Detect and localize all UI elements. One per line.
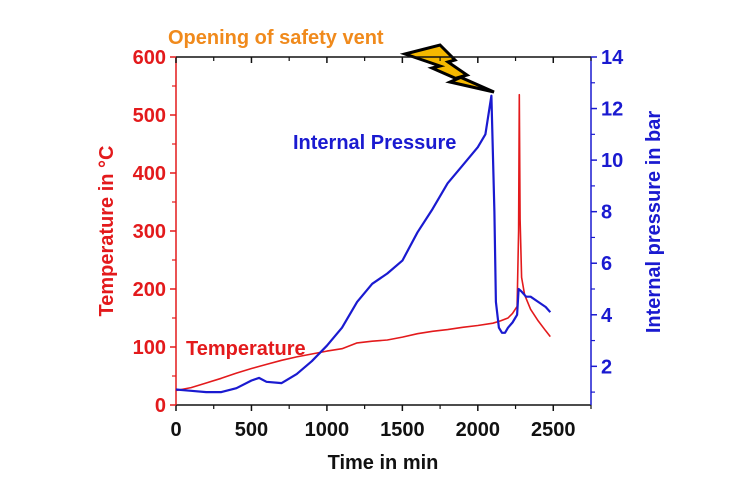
x-tick-label: 500 [235, 419, 268, 441]
y-left-tick-label: 200 [133, 279, 166, 301]
temperature-line [175, 93, 551, 392]
y-left-tick-label: 500 [133, 105, 166, 127]
series-layer [175, 93, 552, 394]
x-tick-label: 2500 [531, 419, 576, 441]
y-right-tick-label: 12 [601, 99, 623, 121]
annotation-text: Opening of safety vent [168, 27, 384, 49]
y-left-tick-label: 300 [133, 221, 166, 243]
x-axis-title: Time in min [328, 452, 439, 474]
y-right-tick-label: 4 [601, 305, 613, 327]
y-right-tick-label: 8 [601, 202, 612, 224]
y-right-tick-label: 14 [601, 47, 624, 69]
y-axis-left-title: Temperature in °C [96, 146, 118, 317]
y-right-tick-label: 10 [601, 150, 623, 172]
ticks: 0 500 1000 1500 2000 2500 0 100 200 300 400 500 600 2… [133, 47, 624, 441]
y-right-tick-label: 2 [601, 356, 612, 378]
y-left-tick-label: 0 [155, 395, 166, 417]
series-label-temperature: Temperature [186, 338, 306, 360]
pressure-line [175, 94, 552, 394]
y-left-tick-label: 100 [133, 337, 166, 359]
x-tick-label: 0 [170, 419, 181, 441]
y-left-tick-label: 400 [133, 163, 166, 185]
y-right-tick-label: 6 [601, 253, 612, 275]
x-tick-label: 2000 [456, 419, 501, 441]
x-tick-label: 1500 [380, 419, 425, 441]
x-tick-label: 1000 [305, 419, 350, 441]
series-label-pressure: Internal Pressure [293, 132, 456, 154]
y-left-tick-label: 600 [133, 47, 166, 69]
y-axis-right-title: Internal pressure in bar [643, 111, 665, 334]
lightning-bolt-icon [399, 43, 495, 94]
